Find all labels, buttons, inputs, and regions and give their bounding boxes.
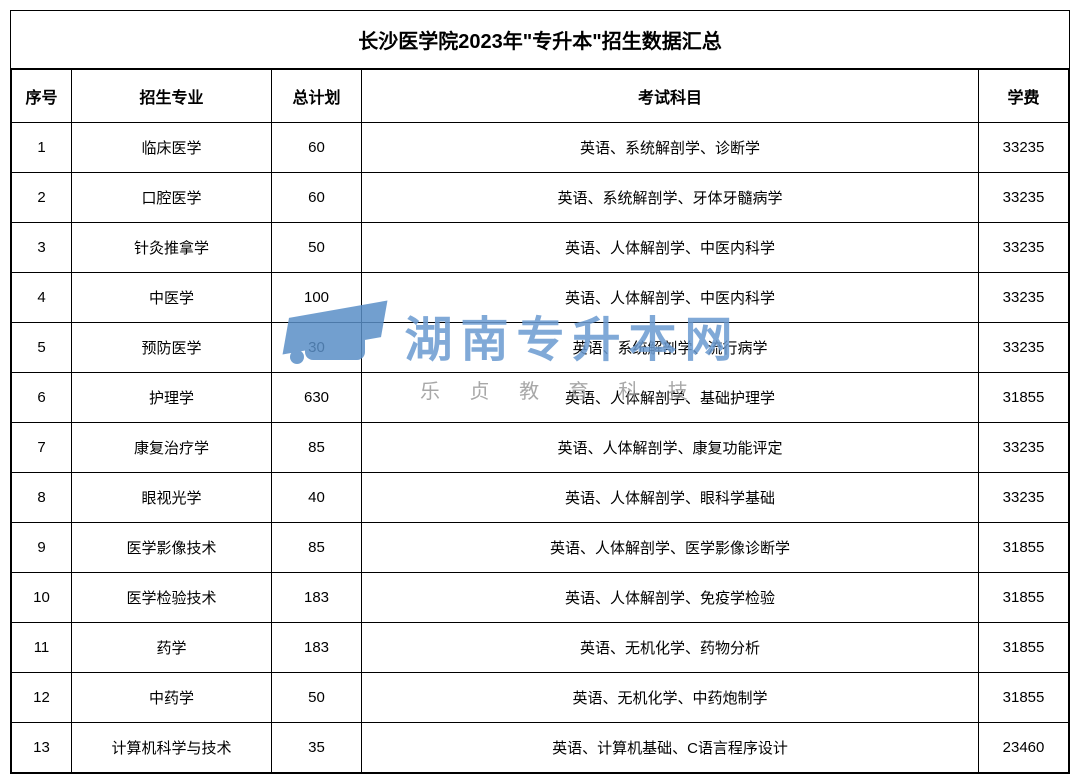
table-title: 长沙医学院2023年"专升本"招生数据汇总 [11, 11, 1069, 69]
cell-fee: 33235 [979, 323, 1069, 373]
cell-fee: 31855 [979, 573, 1069, 623]
cell-major: 口腔医学 [72, 173, 272, 223]
cell-subjects: 英语、人体解剖学、免疫学检验 [362, 573, 979, 623]
table-body: 1临床医学60英语、系统解剖学、诊断学332352口腔医学60英语、系统解剖学、… [12, 123, 1069, 773]
cell-fee: 31855 [979, 373, 1069, 423]
cell-fee: 31855 [979, 623, 1069, 673]
cell-plan: 85 [272, 523, 362, 573]
cell-fee: 33235 [979, 423, 1069, 473]
cell-subjects: 英语、人体解剖学、眼科学基础 [362, 473, 979, 523]
cell-plan: 630 [272, 373, 362, 423]
header-subjects: 考试科目 [362, 70, 979, 123]
cell-seq: 4 [12, 273, 72, 323]
enrollment-table: 序号 招生专业 总计划 考试科目 学费 1临床医学60英语、系统解剖学、诊断学3… [11, 69, 1069, 773]
cell-fee: 33235 [979, 223, 1069, 273]
cell-seq: 12 [12, 673, 72, 723]
cell-major: 护理学 [72, 373, 272, 423]
cell-major: 临床医学 [72, 123, 272, 173]
table-row: 11药学183英语、无机化学、药物分析31855 [12, 623, 1069, 673]
table-row: 10医学检验技术183英语、人体解剖学、免疫学检验31855 [12, 573, 1069, 623]
table-row: 2口腔医学60英语、系统解剖学、牙体牙髓病学33235 [12, 173, 1069, 223]
cell-plan: 60 [272, 173, 362, 223]
cell-plan: 60 [272, 123, 362, 173]
cell-major: 医学影像技术 [72, 523, 272, 573]
cell-seq: 7 [12, 423, 72, 473]
cell-fee: 33235 [979, 473, 1069, 523]
cell-major: 药学 [72, 623, 272, 673]
cell-plan: 35 [272, 723, 362, 773]
cell-seq: 6 [12, 373, 72, 423]
table-row: 13计算机科学与技术35英语、计算机基础、C语言程序设计23460 [12, 723, 1069, 773]
cell-fee: 31855 [979, 523, 1069, 573]
table-row: 4中医学100英语、人体解剖学、中医内科学33235 [12, 273, 1069, 323]
cell-subjects: 英语、人体解剖学、基础护理学 [362, 373, 979, 423]
cell-subjects: 英语、系统解剖学、牙体牙髓病学 [362, 173, 979, 223]
cell-plan: 50 [272, 673, 362, 723]
table-row: 5预防医学30英语、系统解剖学、流行病学33235 [12, 323, 1069, 373]
cell-plan: 183 [272, 573, 362, 623]
cell-plan: 50 [272, 223, 362, 273]
cell-subjects: 英语、人体解剖学、中医内科学 [362, 223, 979, 273]
cell-plan: 40 [272, 473, 362, 523]
cell-seq: 9 [12, 523, 72, 573]
cell-seq: 10 [12, 573, 72, 623]
enrollment-table-container: 长沙医学院2023年"专升本"招生数据汇总 序号 招生专业 总计划 考试科目 学… [10, 10, 1070, 774]
header-plan: 总计划 [272, 70, 362, 123]
cell-plan: 100 [272, 273, 362, 323]
cell-fee: 31855 [979, 673, 1069, 723]
cell-major: 针灸推拿学 [72, 223, 272, 273]
cell-fee: 33235 [979, 273, 1069, 323]
cell-subjects: 英语、人体解剖学、中医内科学 [362, 273, 979, 323]
cell-major: 预防医学 [72, 323, 272, 373]
cell-major: 眼视光学 [72, 473, 272, 523]
cell-fee: 33235 [979, 173, 1069, 223]
cell-subjects: 英语、人体解剖学、康复功能评定 [362, 423, 979, 473]
cell-seq: 1 [12, 123, 72, 173]
header-row: 序号 招生专业 总计划 考试科目 学费 [12, 70, 1069, 123]
cell-subjects: 英语、无机化学、中药炮制学 [362, 673, 979, 723]
cell-subjects: 英语、系统解剖学、诊断学 [362, 123, 979, 173]
cell-plan: 85 [272, 423, 362, 473]
table-row: 3针灸推拿学50英语、人体解剖学、中医内科学33235 [12, 223, 1069, 273]
cell-fee: 23460 [979, 723, 1069, 773]
cell-major: 医学检验技术 [72, 573, 272, 623]
cell-subjects: 英语、计算机基础、C语言程序设计 [362, 723, 979, 773]
table-row: 8眼视光学40英语、人体解剖学、眼科学基础33235 [12, 473, 1069, 523]
cell-major: 中医学 [72, 273, 272, 323]
cell-subjects: 英语、无机化学、药物分析 [362, 623, 979, 673]
cell-seq: 5 [12, 323, 72, 373]
table-row: 9医学影像技术85英语、人体解剖学、医学影像诊断学31855 [12, 523, 1069, 573]
cell-fee: 33235 [979, 123, 1069, 173]
table-row: 7康复治疗学85英语、人体解剖学、康复功能评定33235 [12, 423, 1069, 473]
cell-plan: 183 [272, 623, 362, 673]
header-fee: 学费 [979, 70, 1069, 123]
cell-seq: 2 [12, 173, 72, 223]
cell-major: 计算机科学与技术 [72, 723, 272, 773]
table-row: 6护理学630英语、人体解剖学、基础护理学31855 [12, 373, 1069, 423]
cell-major: 康复治疗学 [72, 423, 272, 473]
cell-subjects: 英语、人体解剖学、医学影像诊断学 [362, 523, 979, 573]
cell-seq: 13 [12, 723, 72, 773]
table-row: 1临床医学60英语、系统解剖学、诊断学33235 [12, 123, 1069, 173]
header-major: 招生专业 [72, 70, 272, 123]
cell-seq: 3 [12, 223, 72, 273]
cell-major: 中药学 [72, 673, 272, 723]
cell-seq: 8 [12, 473, 72, 523]
cell-plan: 30 [272, 323, 362, 373]
cell-seq: 11 [12, 623, 72, 673]
table-row: 12中药学50英语、无机化学、中药炮制学31855 [12, 673, 1069, 723]
header-seq: 序号 [12, 70, 72, 123]
cell-subjects: 英语、系统解剖学、流行病学 [362, 323, 979, 373]
